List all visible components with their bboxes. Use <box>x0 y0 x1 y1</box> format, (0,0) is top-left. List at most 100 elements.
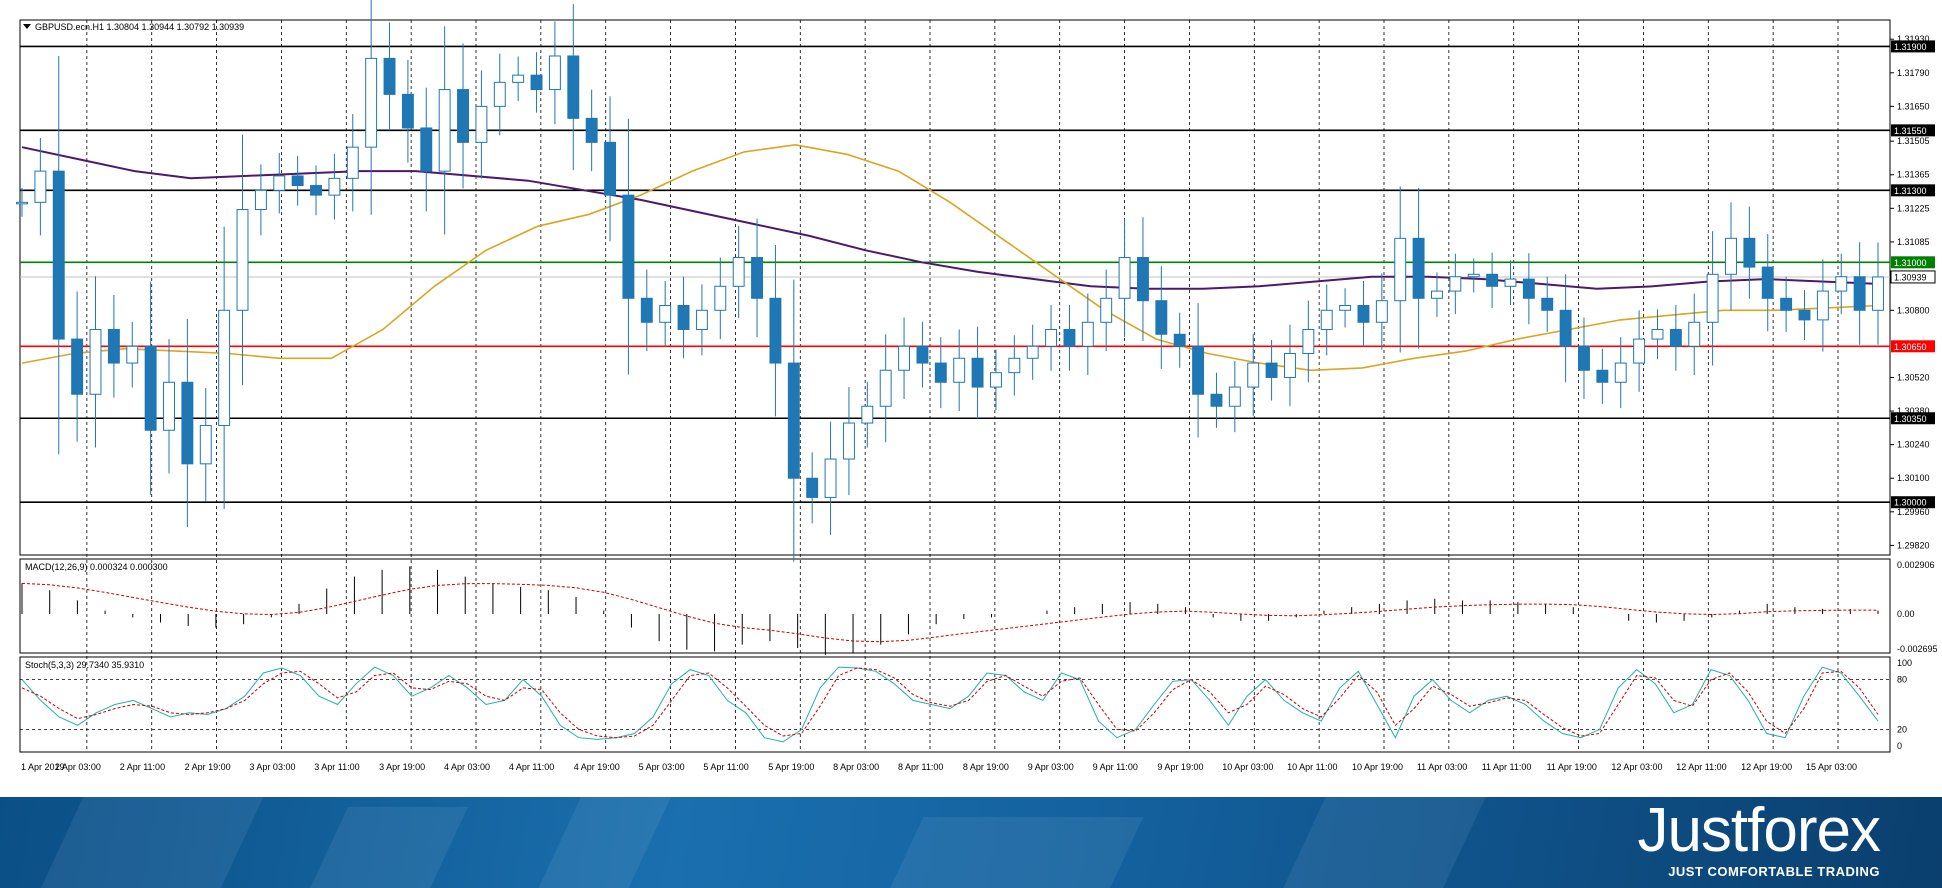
x-tick-label: 9 Apr 03:00 <box>1028 762 1074 772</box>
stoch-pane-frame <box>19 656 1891 753</box>
candle-body <box>548 55 561 91</box>
x-tick-label: 9 Apr 11:00 <box>1093 762 1138 772</box>
candle-body <box>1228 386 1241 407</box>
candle-body <box>1026 345 1039 359</box>
y-tick-label: 1.29960 <box>1897 507 1930 517</box>
y-tick-label: 1.30100 <box>1897 473 1930 483</box>
price-level-tag <box>1891 40 1935 53</box>
brand-logo[interactable]: Justforex <box>1637 796 1881 865</box>
macd-axis-label: 0.00 <box>1897 609 1915 619</box>
candle-body <box>1136 257 1149 302</box>
stoch-axis-label: 100 <box>1897 658 1912 668</box>
price-level-label: 1.31900 <box>1894 42 1927 52</box>
candle-body <box>512 74 525 83</box>
y-tick-label: 1.30240 <box>1897 440 1930 450</box>
y-tick-label: 1.31225 <box>1897 203 1930 213</box>
price-level-label: 1.30939 <box>1894 272 1927 282</box>
candle-body <box>310 185 322 196</box>
brand-tagline: JUST COMFORTABLE TRADING <box>1668 864 1880 879</box>
candle-body <box>1780 297 1793 311</box>
ma-slow-line <box>21 146 1879 290</box>
candle-body <box>1798 309 1811 321</box>
y-tick-label: 1.29820 <box>1897 540 1930 550</box>
candle-body <box>1725 237 1737 275</box>
candle-body <box>1320 309 1333 330</box>
price-level-tag <box>1891 124 1935 137</box>
stoch-axis-label: 0 <box>1897 741 1902 751</box>
candle-body <box>218 309 231 426</box>
candle-body <box>1192 345 1205 395</box>
candle-body <box>107 328 120 364</box>
candle-body <box>1816 290 1829 321</box>
x-tick-label: 3 Apr 11:00 <box>314 762 359 772</box>
macd-axis-label: 0.002906 <box>1897 560 1935 570</box>
candle-body <box>254 189 267 211</box>
main-pane-frame <box>19 19 1891 556</box>
candle-body <box>1467 273 1480 278</box>
candle-body <box>1302 328 1315 354</box>
candle-body <box>916 345 929 364</box>
candle-body <box>199 424 212 465</box>
candle-body <box>34 170 47 203</box>
candle-body <box>842 422 855 460</box>
candle-body <box>328 177 341 196</box>
x-tick-label: 8 Apr 11:00 <box>898 762 943 772</box>
candle-body <box>475 105 488 143</box>
candle-body <box>1504 278 1517 287</box>
price-level-label: 1.30650 <box>1894 342 1927 352</box>
x-tick-label: 2 Apr 03:00 <box>55 762 101 772</box>
x-tick-label: 12 Apr 19:00 <box>1741 762 1792 772</box>
candle-body <box>1651 328 1664 340</box>
candle-body <box>144 345 157 431</box>
candle-body <box>622 194 635 299</box>
candle-body <box>1247 362 1260 388</box>
candle-body <box>1706 273 1719 323</box>
candle-body <box>52 170 65 340</box>
candle-body <box>787 362 800 479</box>
candle-body <box>1339 304 1352 311</box>
candle-body <box>383 57 396 95</box>
candle-body <box>604 141 616 196</box>
candle-body <box>1155 300 1168 335</box>
candle-body <box>1688 321 1701 347</box>
x-tick-label: 10 Apr 03:00 <box>1222 762 1273 772</box>
candle-body <box>989 372 1002 388</box>
candle-body <box>1394 237 1407 302</box>
y-tick-label: 1.31085 <box>1897 237 1930 247</box>
candle-body <box>126 345 139 364</box>
candle-body <box>1835 276 1848 292</box>
price-level-tag <box>1891 184 1935 197</box>
y-tick-label: 1.31930 <box>1897 34 1930 44</box>
y-tick-label: 1.30520 <box>1897 372 1930 382</box>
macd-axis-label: -0.002695 <box>1897 644 1938 654</box>
candle-body <box>1284 352 1296 378</box>
macd-pane-frame <box>19 558 1891 654</box>
candle-body <box>1118 257 1131 299</box>
x-tick-label: 15 Apr 03:00 <box>1806 762 1857 772</box>
candle-body <box>1081 321 1094 347</box>
macd-signal-line <box>21 582 1879 643</box>
x-tick-label: 12 Apr 11:00 <box>1676 762 1726 772</box>
candle-body <box>1100 297 1113 323</box>
candle-body <box>1669 328 1682 347</box>
candle-body <box>898 345 911 371</box>
x-tick-label: 3 Apr 19:00 <box>379 762 425 772</box>
candle-body <box>89 328 102 395</box>
stoch-k-line <box>21 666 1879 743</box>
candle-body <box>1743 237 1756 268</box>
footer-banner <box>0 797 1942 888</box>
x-tick-label: 1 Apr 2019 <box>21 762 65 772</box>
candle-body <box>457 89 469 143</box>
candle-body <box>769 297 782 364</box>
y-tick-label: 1.31790 <box>1897 68 1930 78</box>
candle-body <box>732 257 745 287</box>
candle-body <box>401 93 414 129</box>
candle-body <box>346 146 359 179</box>
candle-body <box>1173 333 1186 347</box>
x-tick-label: 2 Apr 19:00 <box>185 762 231 772</box>
y-tick-label: 1.30800 <box>1897 305 1930 315</box>
candle-body <box>879 369 892 407</box>
candle-body <box>1596 369 1609 383</box>
candle-body <box>659 304 672 323</box>
